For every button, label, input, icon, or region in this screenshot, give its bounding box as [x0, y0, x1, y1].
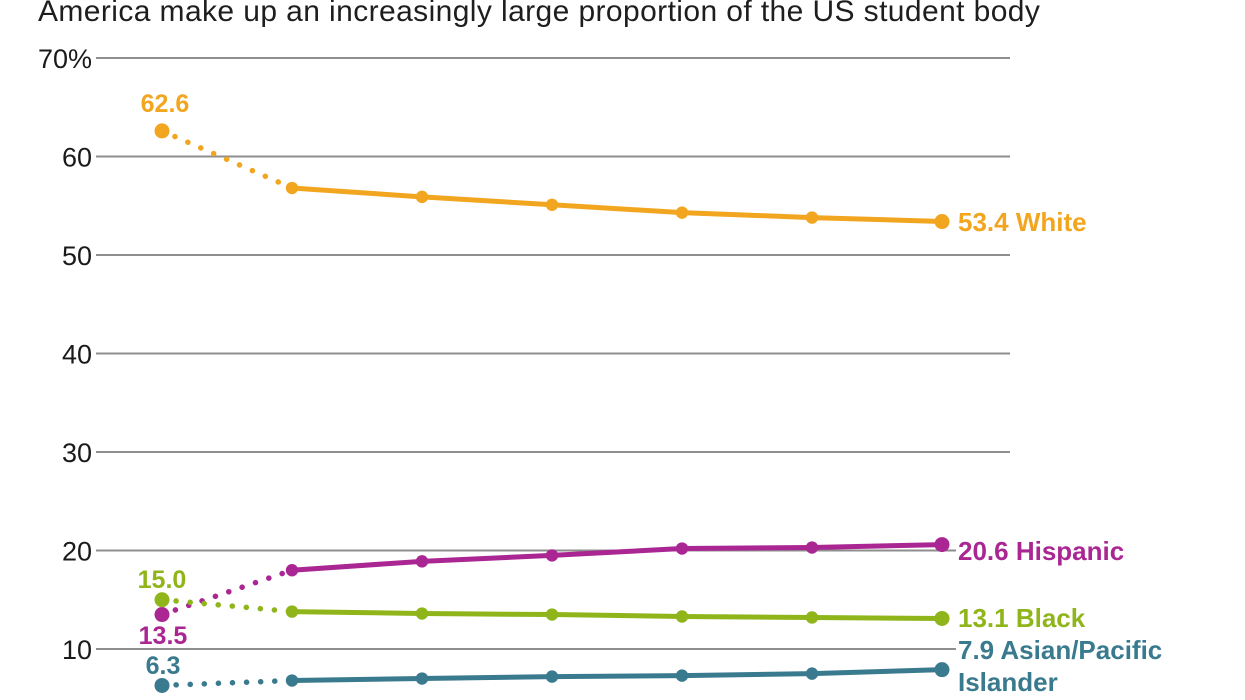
y-tick-label-60: 60: [62, 143, 92, 173]
data-point-black-0: [154, 592, 170, 608]
end-series-label-black: 13.1 Black: [958, 603, 1086, 633]
y-tick-label-30: 30: [62, 438, 92, 468]
start-value-label-black: 15.0: [138, 566, 187, 594]
series-line-hispanic: [289, 542, 945, 573]
data-point-asian-pacific-islander-5: [805, 667, 819, 680]
data-point-white-5: [805, 211, 819, 224]
series-dotted-segment-asian-pacific-islander: [159, 677, 295, 689]
end-series-label-white: 53.4 White: [958, 207, 1087, 237]
series-dotted-segment-white: [159, 128, 295, 191]
data-point-asian-pacific-islander-0: [154, 677, 170, 693]
y-tick-label-40: 40: [62, 340, 92, 370]
data-point-black-6: [934, 610, 950, 626]
y-tick-label-70: 70%: [38, 44, 92, 74]
series-line-white: [289, 185, 945, 225]
data-point-hispanic-5: [805, 541, 819, 554]
series-dotted-segment-hispanic: [159, 567, 295, 618]
end-series-label-asian-pacific-islander-line2: Islander: [958, 667, 1058, 697]
data-point-asian-pacific-islander-1: [285, 674, 299, 687]
start-value-label-hispanic: 13.5: [139, 622, 188, 650]
data-point-black-4: [675, 610, 689, 623]
data-point-asian-pacific-islander-4: [675, 669, 689, 682]
end-series-label-hispanic: 20.6 Hispanic: [958, 536, 1124, 566]
data-point-hispanic-3: [545, 549, 559, 562]
y-tick-label-50: 50: [62, 241, 92, 271]
series-line-black: [289, 609, 945, 621]
data-point-white-0: [154, 123, 170, 139]
data-point-white-4: [675, 206, 689, 219]
data-point-asian-pacific-islander-6: [934, 662, 950, 678]
start-value-label-white: 62.6: [141, 90, 190, 118]
data-point-asian-pacific-islander-3: [545, 670, 559, 683]
data-point-black-5: [805, 611, 819, 624]
data-point-black-1: [285, 605, 299, 618]
data-point-hispanic-4: [675, 542, 689, 555]
data-point-asian-pacific-islander-2: [415, 672, 429, 685]
start-value-label-asian-pacific-islander: 6.3: [146, 652, 181, 680]
series-dotted-segment-black: [159, 597, 295, 615]
y-tick-label-10: 10: [62, 635, 92, 665]
data-point-black-3: [545, 608, 559, 621]
end-series-label-asian-pacific-islander: 7.9 Asian/Pacific: [958, 635, 1162, 665]
data-point-white-2: [415, 190, 429, 204]
y-axis-tick-labels: 70% 60 50 40 30 20 10: [38, 44, 92, 665]
series-value-labels: 62.6 53.4 White 13.5 20.6 Hispanic 15.0 13.1 …: [138, 90, 1163, 697]
chart-title: America make up an increasingly large pr…: [38, 0, 1041, 28]
data-point-white-3: [545, 198, 559, 211]
data-point-hispanic-6: [934, 537, 950, 553]
y-tick-label-20: 20: [62, 537, 92, 567]
data-point-hispanic-1: [285, 564, 299, 577]
series-lines: [154, 123, 950, 693]
data-point-white-6: [934, 214, 950, 230]
data-point-hispanic-0: [154, 607, 170, 623]
data-point-white-1: [285, 181, 299, 195]
series-line-asian-pacific-islander: [289, 667, 945, 684]
data-point-black-2: [415, 607, 429, 620]
data-point-hispanic-2: [415, 555, 429, 568]
